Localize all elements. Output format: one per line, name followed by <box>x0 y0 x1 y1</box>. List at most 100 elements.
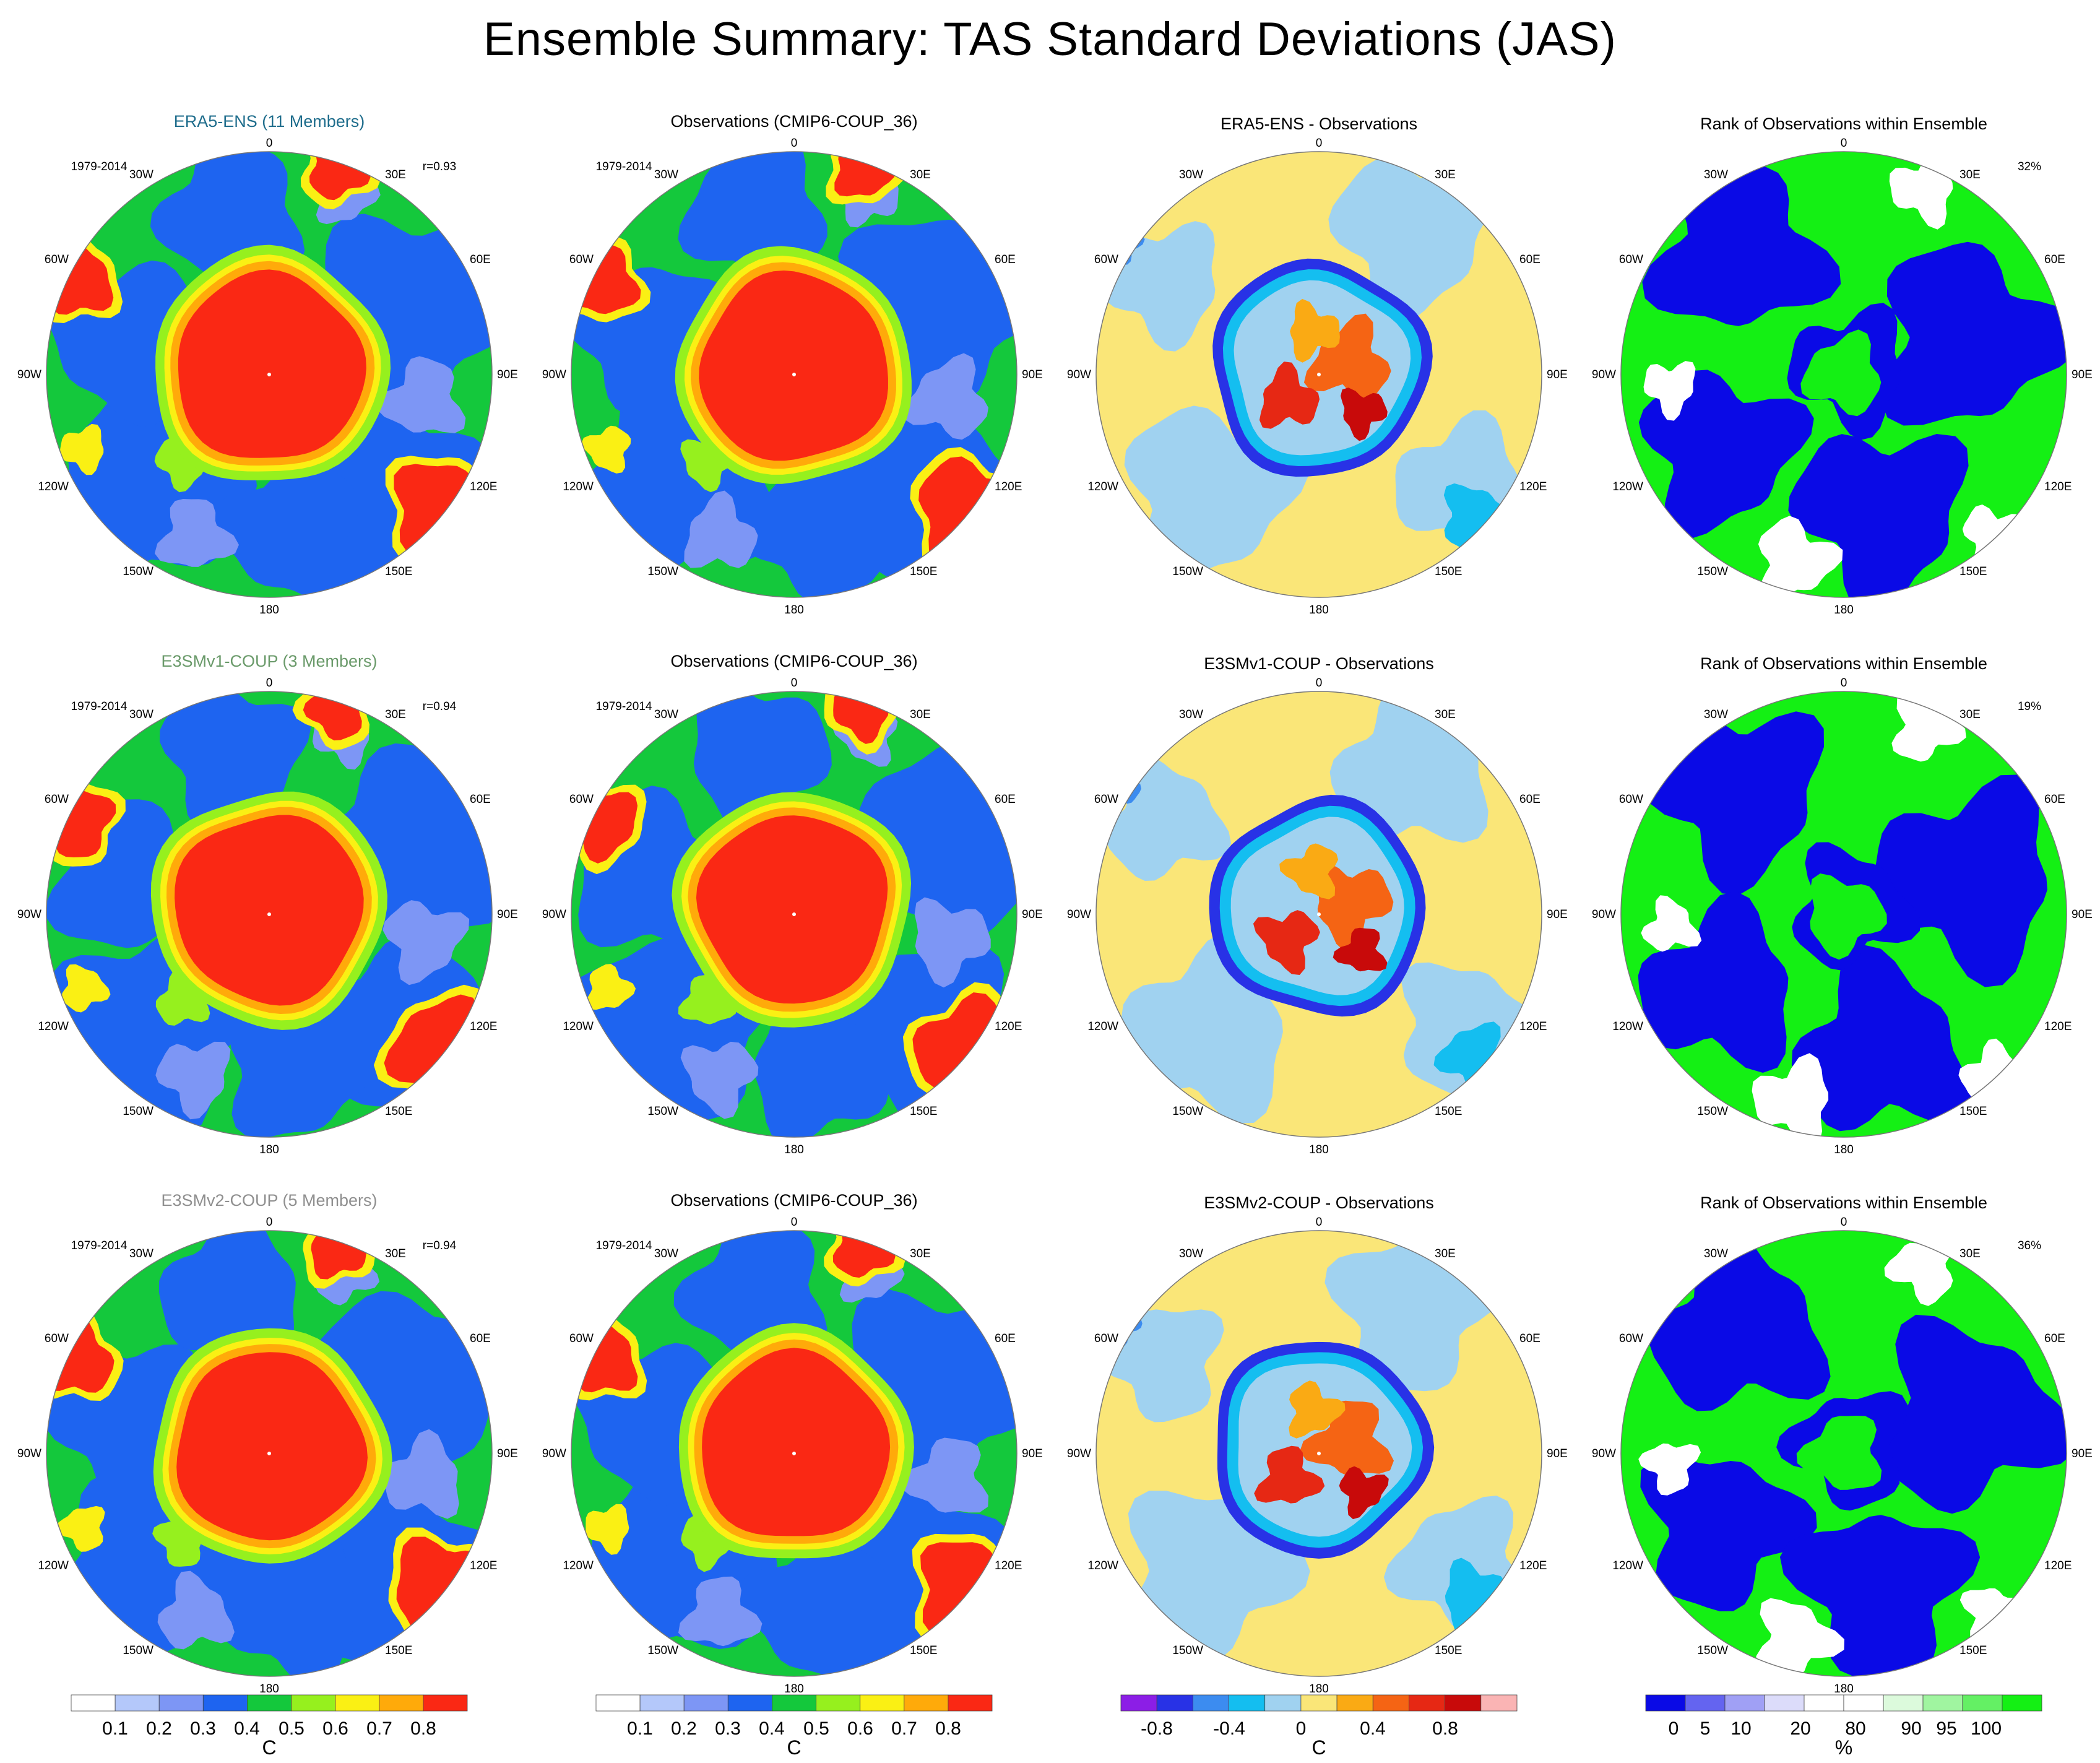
lon-label-150e: 150E <box>385 1105 412 1118</box>
colorbar-swatch <box>772 1694 816 1712</box>
lon-label-180: 180 <box>1309 604 1329 617</box>
lon-label-180: 180 <box>784 604 804 617</box>
diff-region <box>1279 843 1339 899</box>
std-region <box>394 464 492 565</box>
lon-label-60w: 60W <box>1094 793 1118 806</box>
lon-label-150w: 150W <box>1172 1105 1203 1118</box>
panel-r1-c1: ERA5-ENS (11 Members) 0 30W 30E 60W 60E 90W 90E… <box>17 112 518 617</box>
colorbar-tick-label: -0.8 <box>1141 1718 1173 1739</box>
panel-r1-c4: Rank of Observations within Ensemble 0 30W… <box>1592 115 2093 617</box>
panel-r2-c3: E3SMv1-COUP - Observations 0 30W 30E 60W 60E 9… <box>1067 654 1568 1156</box>
lon-label-30w: 30W <box>654 1247 678 1260</box>
colorbar-tick-label: -0.4 <box>1213 1718 1245 1739</box>
lon-label-0: 0 <box>266 137 273 150</box>
lon-label-180: 180 <box>1309 1683 1329 1696</box>
lon-label-150w: 150W <box>123 1105 153 1118</box>
colorbar-tick-label: 10 <box>1731 1718 1751 1739</box>
diff-region <box>1341 388 1388 441</box>
panel-r1-c2: Observations (CMIP6-COUP_36) 0 30W 30E 60W 60… <box>542 112 1043 617</box>
colorbar-swatch <box>948 1694 993 1712</box>
std-region <box>754 988 891 1137</box>
colorbar-swatch <box>1300 1694 1337 1712</box>
lon-label-30w: 30W <box>129 708 153 721</box>
colorbar-swatch <box>158 1694 204 1712</box>
lon-label-150e: 150E <box>1960 565 1987 578</box>
map-field <box>571 1231 1017 1676</box>
colorbar-swatch <box>816 1694 861 1712</box>
lon-label-150w: 150W <box>647 1644 678 1657</box>
lon-label-120w: 120W <box>38 1020 69 1033</box>
lon-label-120e: 120E <box>470 480 497 493</box>
lon-label-60e: 60E <box>470 793 491 806</box>
rank-region <box>1788 434 1969 597</box>
lon-label-90e: 90E <box>2072 368 2093 381</box>
lon-label-90e: 90E <box>1022 1447 1043 1460</box>
lon-label-60e: 60E <box>2044 793 2065 806</box>
lon-label-120w: 120W <box>1612 480 1643 493</box>
map-field <box>1096 691 1542 1137</box>
rank-region <box>1758 516 1843 597</box>
colorbar-tick-label: 0.1 <box>627 1718 653 1739</box>
map-field <box>1621 691 2067 1137</box>
map-border <box>46 151 493 598</box>
colorbar-swatch <box>1724 1694 1765 1712</box>
lon-label-60w: 60W <box>45 793 69 806</box>
lon-label-150e: 150E <box>1435 565 1462 578</box>
lon-label-0: 0 <box>1841 1216 1847 1229</box>
std-region <box>382 1429 459 1519</box>
lon-label-30e: 30E <box>910 168 931 181</box>
colorbar-swatch <box>1156 1694 1193 1712</box>
map-field <box>1621 152 2067 597</box>
map-border <box>1620 151 2067 598</box>
std-region <box>59 423 104 475</box>
colorbar-swatch <box>423 1694 468 1712</box>
colorbar-swatch <box>1229 1694 1266 1712</box>
model-panel-title: ERA5-ENS (11 Members) <box>174 112 365 131</box>
rank-percent-label: 32% <box>2018 160 2041 173</box>
rank-region <box>1791 945 1972 1132</box>
south-pole-marker <box>792 912 796 916</box>
lon-label-30e: 30E <box>1435 168 1456 181</box>
colorbar-tick-label: 0.8 <box>935 1718 961 1739</box>
colorbar-swatch <box>379 1694 424 1712</box>
colorbar-std-observations: 0.1 0.2 0.3 0.4 0.5 0.6 0.7 0.8 C <box>595 1694 993 1759</box>
lon-label-150w: 150W <box>1172 1644 1203 1657</box>
lon-label-150w: 150W <box>123 1644 153 1657</box>
lon-label-0: 0 <box>1841 677 1847 690</box>
colorbar-unit-label: % <box>1835 1736 1852 1759</box>
rank-region <box>1756 1598 1844 1676</box>
lon-label-60w: 60W <box>45 1332 69 1345</box>
period-label: 1979-2014 <box>596 160 652 173</box>
std-region <box>673 1231 827 1357</box>
lon-label-90w: 90W <box>17 368 41 381</box>
lon-label-150e: 150E <box>385 1644 412 1657</box>
colorbar-swatch <box>1409 1694 1446 1712</box>
std-region <box>736 1536 888 1676</box>
lon-label-180: 180 <box>259 604 279 617</box>
colorbar-tick-label: 0.5 <box>279 1718 305 1739</box>
lon-label-150e: 150E <box>1960 1105 1987 1118</box>
south-pole-marker <box>1317 912 1321 916</box>
lon-label-180: 180 <box>1309 1143 1329 1156</box>
colorbar-swatch <box>1685 1694 1726 1712</box>
std-region <box>684 490 758 568</box>
colorbar-tick-label: 0 <box>1296 1718 1307 1739</box>
colorbar-tick-label: 0.3 <box>190 1718 216 1739</box>
lon-label-0: 0 <box>1316 677 1323 690</box>
map-border <box>1620 1230 2067 1677</box>
lon-label-90w: 90W <box>542 908 566 921</box>
diff-region <box>1290 298 1340 363</box>
lon-label-0: 0 <box>266 677 273 690</box>
rank-panel-title: Rank of Observations within Ensemble <box>1700 1193 1987 1212</box>
model-panel-title: E3SMv1-COUP (3 Members) <box>161 652 377 670</box>
lon-label-30w: 30W <box>654 168 678 181</box>
map-border <box>1620 691 2067 1138</box>
rank-region <box>1891 693 1966 762</box>
panel-r3-c3: E3SMv2-COUP - Observations 0 30W 30E 60W 60E 9… <box>1067 1193 1568 1696</box>
std-region <box>150 152 305 277</box>
lon-label-120w: 120W <box>1087 1020 1118 1033</box>
std-region <box>702 1348 891 1536</box>
colorbar-swatch <box>335 1694 380 1712</box>
panel-r3-c1: E3SMv2-COUP (5 Members) 0 30W 30E 60W 60E 90W 9… <box>17 1191 518 1696</box>
colorbar-swatch <box>291 1694 336 1712</box>
